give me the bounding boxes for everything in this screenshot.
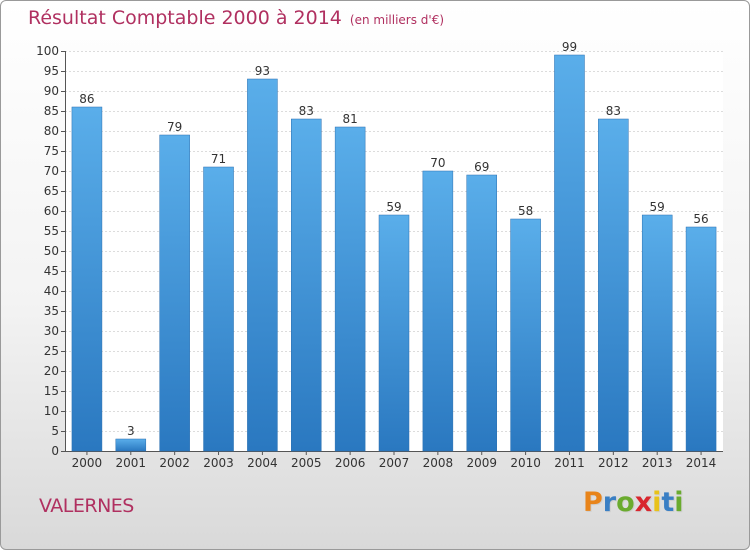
x-tick-label-2000: 2000 [72,456,103,470]
data-label-2010: 58 [518,204,533,218]
chart-subtitle: (en milliers d'€) [349,13,445,27]
data-label-2002: 79 [167,120,182,134]
y-tick-label: 60 [44,204,59,218]
y-tick-label: 85 [44,104,59,118]
location-label: VALERNES [39,495,134,517]
x-tick-label-2014: 2014 [686,456,717,470]
x-tick-label-2013: 2013 [642,456,673,470]
y-tick-label: 35 [44,304,59,318]
data-label-2011: 99 [562,40,577,54]
bar-2005 [291,118,322,452]
chart-title-text: Résultat Comptable 2000 à 2014 [28,7,342,29]
y-tick-label: 40 [44,284,59,298]
bar-2011 [554,54,585,452]
y-tick-label: 90 [44,84,59,98]
y-tick-label: 10 [44,404,59,418]
bar-2006 [334,126,366,452]
axes: 0 5 10 15 20 25 30 35 40 45 50 55 60 65 70 75 80 85 90 95 10… [36,44,723,470]
data-label-2004: 93 [255,64,270,78]
y-tick-label: 20 [44,364,59,378]
logo-letter: r [602,487,617,518]
logo-letter: i [652,487,662,518]
data-label-2003: 71 [211,152,226,166]
x-tick-label-2010: 2010 [510,456,541,470]
y-tick-label: 45 [44,264,59,278]
logo-letter: x [634,487,653,518]
y-tick-label: 15 [44,384,59,398]
y-tick-label: 65 [44,184,59,198]
y-tick-label: 50 [44,244,59,258]
y-tick-label: 30 [44,324,59,338]
labels: 86 3 79 71 93 83 81 59 70 69 58 99 83 59 56 [79,40,708,438]
data-label-2012: 83 [606,104,621,118]
proxiti-logo[interactable]: Proxiti [583,487,684,518]
x-tick-label-2011: 2011 [554,456,585,470]
bar-2012 [598,118,629,452]
logo-letter: P [583,487,603,518]
x-tick-label-2003: 2003 [203,456,234,470]
x-tick-label-2008: 2008 [423,456,454,470]
logo-letter: t [661,487,675,518]
logo-letter: i [674,487,684,518]
y-tick-label: 25 [44,344,59,358]
bar-2008 [422,170,454,452]
x-tick-label-2007: 2007 [379,456,410,470]
y-tick-label: 5 [51,424,59,438]
y-tick-label: 70 [44,164,59,178]
data-label-2005: 83 [299,104,314,118]
x-tick-label-2002: 2002 [159,456,190,470]
x-tick-label-2012: 2012 [598,456,629,470]
data-label-2006: 81 [342,112,357,126]
bar-2014 [685,226,717,452]
y-tick-label: 95 [44,64,59,78]
data-label-2013: 59 [650,200,665,214]
x-tick-label-2004: 2004 [247,456,278,470]
data-label-2014: 56 [693,212,708,226]
y-tick-label: 55 [44,224,59,238]
bar-2003 [203,166,234,452]
bar-2010 [510,218,541,452]
y-tick-label: 0 [51,444,59,458]
bars [71,54,717,452]
x-tick-label-2001: 2001 [116,456,147,470]
y-tick-label: 80 [44,124,59,138]
x-tick-label-2006: 2006 [335,456,366,470]
bar-2000 [71,106,103,452]
y-tick-label: 75 [44,144,59,158]
bar-2002 [159,134,190,452]
data-label-2001: 3 [127,424,135,438]
x-tick-label-2009: 2009 [466,456,497,470]
bar-2004 [247,78,278,452]
bar-2001 [115,438,147,452]
logo-letter: o [616,487,635,518]
x-tick-label-2005: 2005 [291,456,322,470]
data-label-2000: 86 [79,92,94,106]
chart-title: Résultat Comptable 2000 à 2014 (en millie… [28,7,444,29]
data-label-2009: 69 [474,160,489,174]
bar-2007 [378,214,410,452]
y-tick-label: 100 [36,44,59,58]
data-label-2007: 59 [386,200,401,214]
bar-2013 [641,214,673,452]
bar-2009 [466,174,497,452]
data-label-2008: 70 [430,156,445,170]
